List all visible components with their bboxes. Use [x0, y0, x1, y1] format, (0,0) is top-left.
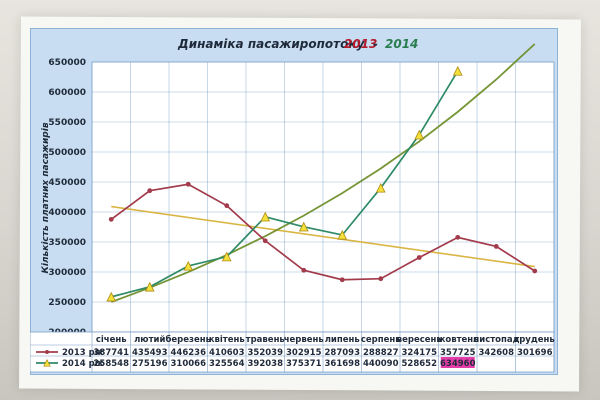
x-category-label: листопад [473, 335, 520, 345]
table-value: 375371 [286, 359, 322, 369]
table-value: 446236 [171, 348, 207, 358]
data-point [301, 267, 307, 273]
data-point [493, 244, 499, 249]
y-axis-ticks: 2000002500003000003500004000004500005000… [48, 58, 86, 338]
table-value: 301696 [517, 348, 553, 358]
trendline-exponential [110, 43, 536, 303]
data-series [106, 65, 538, 302]
x-category-label: серпень [361, 335, 401, 345]
table-value: 310066 [171, 359, 207, 369]
series-2 [106, 65, 463, 302]
chart-title-dash: - [373, 37, 378, 51]
data-point [375, 182, 386, 193]
y-axis-label: Кількість платних пасажирів [40, 122, 51, 273]
x-category-label: жовтень [437, 335, 479, 345]
trendline-linear [111, 205, 535, 268]
data-point [262, 238, 268, 244]
table-value: 287093 [325, 348, 361, 358]
data-point [298, 221, 309, 232]
table-value: 528652 [402, 359, 438, 369]
table-value: 288827 [363, 348, 399, 358]
data-point [147, 188, 153, 194]
table-value: 352039 [248, 348, 284, 358]
data-point [339, 277, 345, 283]
legend-key-marker [43, 359, 51, 367]
data-point [221, 251, 232, 262]
x-category-label: грудень [515, 335, 555, 345]
table-value: 302915 [286, 348, 322, 358]
x-category-label: лютий [134, 335, 165, 345]
chart-title-year-b: 2014 [385, 37, 418, 51]
x-category-label: січень [96, 334, 127, 345]
chart-title: Динаміка пасажиропотоку 2013 - 2014 [177, 37, 418, 51]
trendlines [110, 43, 536, 303]
data-point [452, 65, 463, 76]
table-value: 440090 [363, 359, 399, 369]
series-1 [108, 181, 538, 283]
x-category-label: квітень [209, 334, 245, 345]
data-point [532, 268, 538, 274]
legend-series-name: 2014 рік [62, 358, 104, 369]
y-tick-label: 300000 [48, 268, 86, 278]
table-value: 410603 [209, 348, 245, 358]
data-point [108, 216, 114, 222]
x-category-label: липень [325, 335, 360, 345]
data-point [414, 129, 425, 140]
table-value: 258548 [94, 359, 130, 369]
x-category-label: вересень [397, 335, 442, 345]
table-value: 634960 [440, 359, 476, 369]
table-value: 324175 [402, 348, 438, 358]
chart-title-prefix: Динаміка пасажиропотоку [177, 37, 365, 51]
table-value: 435493 [132, 348, 168, 358]
data-point [183, 260, 194, 271]
x-category-label: червень [284, 335, 324, 345]
chart-title-year-a: 2013 [344, 37, 377, 51]
y-tick-label: 250000 [48, 298, 86, 308]
table-value: 342608 [479, 348, 515, 358]
y-tick-label: 400000 [48, 208, 86, 218]
y-tick-label: 650000 [48, 58, 86, 68]
table-value: 275196 [132, 359, 168, 369]
legend-key-marker [45, 350, 49, 354]
table-value: 387741 [94, 348, 130, 358]
y-tick-label: 450000 [48, 178, 86, 188]
y-tick-label: 350000 [48, 238, 86, 248]
data-point [144, 281, 155, 292]
y-tick-label: 600000 [48, 88, 86, 98]
data-point [185, 181, 191, 187]
table-value: 357725 [440, 348, 476, 358]
series-line [110, 183, 536, 281]
data-point [106, 291, 117, 302]
data-point [455, 234, 461, 240]
series-line [111, 70, 459, 298]
data-point [416, 255, 422, 260]
data-point [260, 211, 271, 222]
data-point [224, 203, 230, 209]
chart: 2000002500003000003500004000004500005000… [30, 37, 555, 373]
y-tick-label: 500000 [48, 148, 86, 158]
table-value: 361698 [325, 359, 361, 369]
data-point [337, 229, 348, 240]
y-tick-label: 550000 [48, 118, 86, 128]
table-value: 325564 [209, 359, 245, 369]
x-category-label: березень [165, 334, 211, 345]
data-point [378, 276, 384, 282]
legend-series-name: 2013 рік [62, 347, 104, 358]
table-value-highlight [440, 357, 475, 368]
table-value: 392038 [248, 359, 284, 369]
x-category-label: травень [246, 335, 285, 345]
